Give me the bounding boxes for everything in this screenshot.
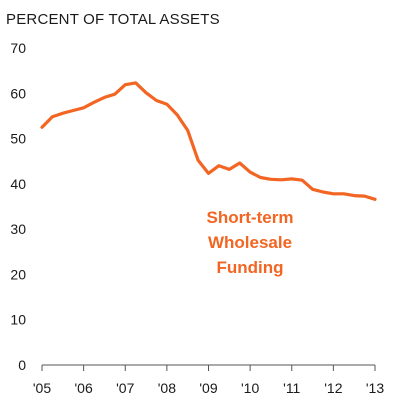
x-tick-label: '09 bbox=[199, 380, 217, 396]
y-tick-label: 40 bbox=[10, 176, 26, 192]
annotation-line: Short-term bbox=[207, 208, 294, 227]
x-axis: '05 '06 '07 '08 '09 '10 '11 '12 '13 bbox=[33, 365, 384, 396]
x-tick-label: '05 bbox=[33, 380, 51, 396]
y-tick-label: 70 bbox=[10, 40, 26, 56]
y-tick-label: 60 bbox=[10, 85, 26, 101]
x-tick-label: '07 bbox=[116, 380, 134, 396]
annotation-line: Wholesale bbox=[208, 233, 292, 252]
x-tick-label: '06 bbox=[75, 380, 93, 396]
y-tick-label: 0 bbox=[18, 357, 26, 373]
chart-title: PERCENT OF TOTAL ASSETS bbox=[6, 11, 220, 28]
y-tick-label: 10 bbox=[10, 312, 26, 328]
annotation-line: Funding bbox=[216, 258, 283, 277]
series-line bbox=[40, 81, 377, 201]
x-tick-label: '13 bbox=[366, 380, 384, 396]
y-axis: 0 10 20 30 40 50 60 70 bbox=[10, 40, 26, 373]
y-tick-label: 30 bbox=[10, 221, 26, 237]
y-tick-label: 20 bbox=[10, 266, 26, 282]
x-tick-label: '10 bbox=[241, 380, 259, 396]
y-tick-label: 50 bbox=[10, 131, 26, 147]
series-group bbox=[40, 81, 377, 201]
x-tick-label: '08 bbox=[158, 380, 176, 396]
x-tick-label: '12 bbox=[324, 380, 342, 396]
series-annotation: Short-term Wholesale Funding bbox=[207, 208, 294, 277]
x-tick-label: '11 bbox=[283, 380, 300, 396]
